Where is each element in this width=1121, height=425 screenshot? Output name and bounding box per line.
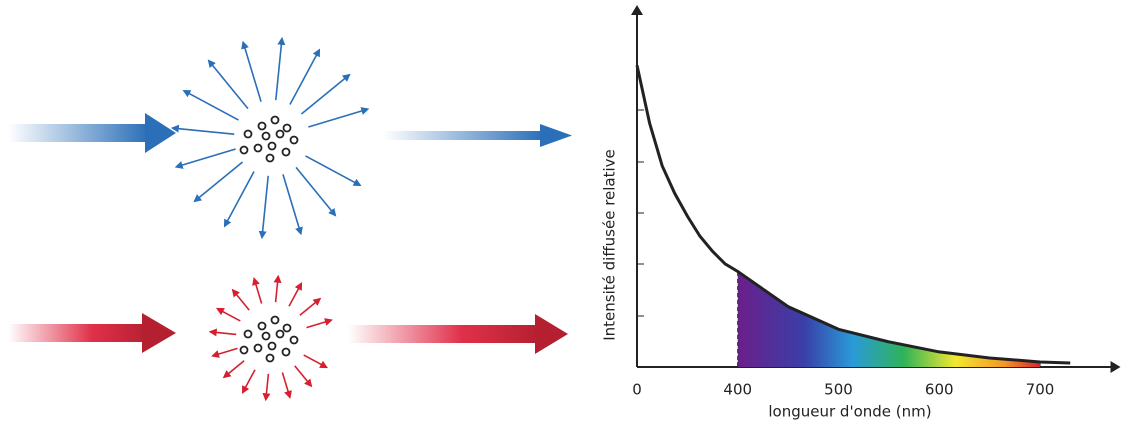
- x-tick-label: 0: [632, 381, 642, 399]
- y-axis-arrow: [631, 5, 643, 15]
- scattering-diagram: [8, 36, 572, 402]
- ray: [231, 288, 250, 311]
- ray: [170, 124, 235, 136]
- spectrum-area: [737, 271, 1040, 367]
- particle: [239, 345, 249, 355]
- particle: [281, 347, 291, 357]
- x-axis-label: longueur d'onde (nm): [768, 403, 931, 421]
- ray: [281, 372, 292, 399]
- ray: [289, 48, 321, 105]
- x-tick-label: 400: [723, 381, 752, 399]
- ray: [208, 328, 237, 337]
- curve: [635, 64, 1071, 365]
- particle: [270, 115, 280, 125]
- arrow-head: [145, 113, 176, 153]
- particle: [289, 135, 299, 145]
- ray: [252, 277, 263, 304]
- ray: [288, 281, 303, 307]
- ray: [223, 171, 255, 228]
- x-axis-arrow: [1110, 361, 1121, 373]
- ray: [207, 59, 249, 110]
- particle: [257, 121, 267, 131]
- ray: [222, 360, 245, 379]
- particle: [253, 343, 263, 353]
- chart: longueur d'onde (nm) Intensité diffusée …: [601, 5, 1121, 421]
- ray: [241, 40, 262, 102]
- ray: [273, 274, 282, 303]
- particle: [281, 147, 291, 157]
- ray: [282, 174, 303, 236]
- ray: [193, 161, 244, 203]
- particle: [267, 341, 277, 351]
- particle: [261, 131, 271, 141]
- ray: [295, 166, 337, 217]
- particle: [270, 315, 280, 325]
- ray: [303, 354, 329, 369]
- particle: [275, 129, 285, 139]
- particle: [239, 145, 249, 155]
- arrow-head: [142, 313, 176, 353]
- ray: [299, 297, 322, 316]
- ray: [274, 36, 286, 101]
- outgoing-red-beam: [348, 325, 538, 343]
- particle: [253, 143, 263, 153]
- particle: [243, 129, 253, 139]
- y-axis-label: Intensité diffusée relative: [601, 149, 619, 341]
- ray: [300, 73, 351, 115]
- particle: [282, 323, 292, 333]
- ray: [215, 307, 241, 322]
- arrow-head: [535, 314, 568, 354]
- incoming-red-beam: [8, 324, 148, 342]
- particles: [239, 315, 299, 363]
- ray: [305, 155, 362, 187]
- particles: [239, 115, 299, 163]
- x-tick-label: 700: [1026, 381, 1055, 399]
- particle: [243, 329, 253, 339]
- particle: [257, 321, 267, 331]
- ray: [211, 347, 238, 358]
- ray: [182, 89, 239, 121]
- x-tick-label: 500: [824, 381, 853, 399]
- particle: [265, 353, 275, 363]
- scattered-rays: [170, 36, 370, 240]
- outgoing-blue-beam: [383, 131, 543, 140]
- particle: [275, 329, 285, 339]
- ray: [258, 175, 270, 240]
- particle: [267, 141, 277, 151]
- ray: [174, 148, 236, 169]
- ray: [241, 369, 256, 395]
- ray: [308, 107, 370, 128]
- ray: [262, 373, 271, 402]
- scattered-rays: [208, 274, 333, 402]
- ray: [306, 318, 333, 329]
- particle: [289, 335, 299, 345]
- arrow-head: [540, 124, 572, 147]
- particle: [261, 331, 271, 341]
- ray: [294, 365, 313, 388]
- incoming-blue-beam: [8, 124, 148, 142]
- x-tick-label: 600: [925, 381, 954, 399]
- particle: [282, 123, 292, 133]
- particle: [265, 153, 275, 163]
